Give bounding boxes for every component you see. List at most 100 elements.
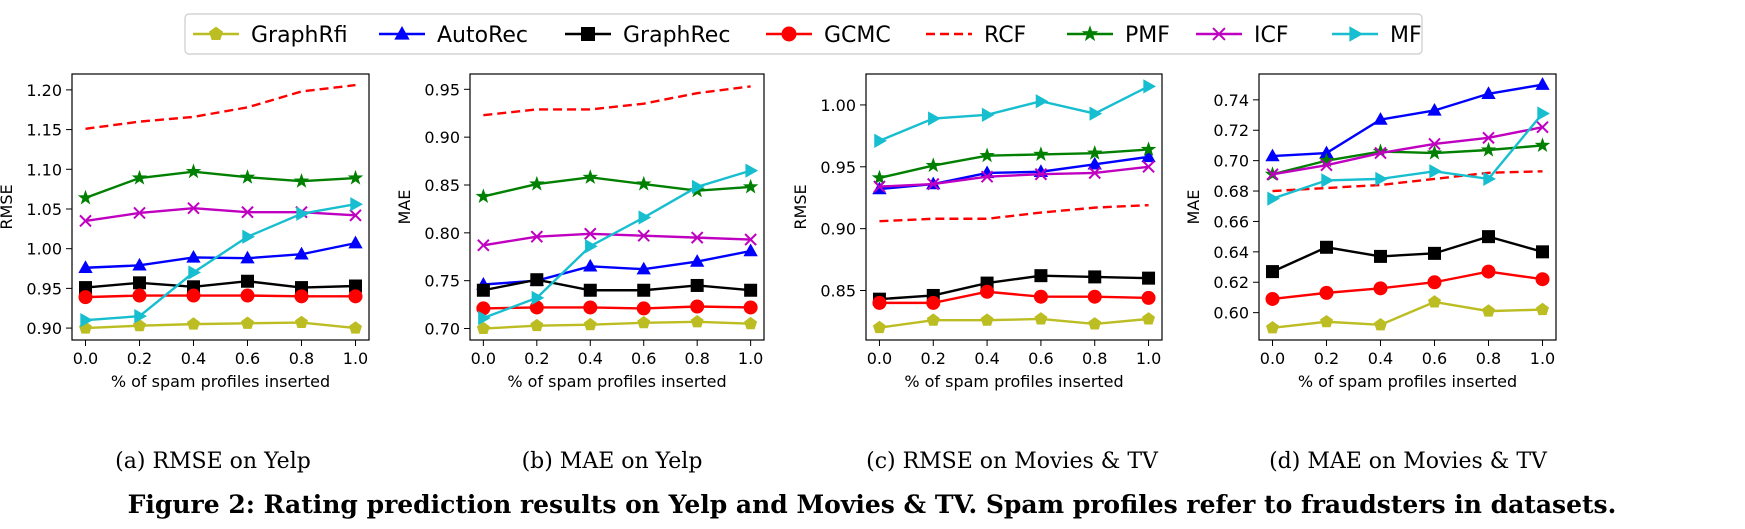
y-tick-label: 1.00 <box>26 240 62 259</box>
data-point-mf <box>1035 94 1049 109</box>
series-line-gcmc <box>879 290 1149 305</box>
x-tick-label: 0.8 <box>1476 349 1501 368</box>
data-point-graphrfi <box>583 317 597 331</box>
data-point-pmf <box>529 175 545 191</box>
series-line-graphrfi <box>85 321 356 330</box>
data-point-pmf <box>742 178 759 194</box>
x-tick-label: 0.4 <box>181 349 206 368</box>
x-tick-label: 0.2 <box>1314 349 1339 368</box>
data-point-graphrfi <box>349 321 362 334</box>
data-point-icf <box>79 214 92 228</box>
data-point-graphrfi <box>1482 304 1495 317</box>
y-tick-label: 0.85 <box>820 282 856 301</box>
series-line-mf <box>1272 112 1544 200</box>
y-axis-label: MAE <box>1184 190 1203 225</box>
x-tick-label: 0.0 <box>867 349 892 368</box>
series-rcf <box>483 85 751 117</box>
legend-marker-mf <box>1349 26 1364 42</box>
series-mf <box>478 163 759 326</box>
series-mf <box>1267 106 1550 206</box>
series-line-pmf <box>1272 144 1543 176</box>
x-tick-label: 1.0 <box>343 349 368 368</box>
data-point-icf <box>241 205 254 219</box>
series-line-autorec <box>1272 83 1543 158</box>
series-graphrec <box>79 274 362 295</box>
series-gcmc <box>1265 264 1550 306</box>
data-point-graphrfi <box>1428 295 1441 308</box>
data-point-gcmc <box>980 284 995 299</box>
data-point-graphrec <box>1536 245 1549 259</box>
data-point-graphrfi <box>1374 317 1387 331</box>
series-icf <box>477 227 757 252</box>
data-point-icf <box>1034 167 1048 181</box>
subcaption: (a) RMSE on Yelp <box>115 449 311 474</box>
data-point-gcmc <box>240 288 255 303</box>
y-tick-label: 1.00 <box>820 96 856 115</box>
data-point-pmf <box>636 175 652 191</box>
data-point-graphrfi <box>980 313 994 326</box>
series-line-mf <box>482 169 751 320</box>
legend-marker-graphrfi <box>209 26 223 40</box>
data-point-pmf <box>582 169 598 184</box>
x-axis-label: % of spam profiles inserted <box>1298 372 1517 391</box>
data-point-icf <box>637 229 650 242</box>
y-axis-label: RMSE <box>791 184 810 229</box>
data-point-autorec <box>132 257 147 271</box>
x-tick-label: 0.8 <box>684 349 709 368</box>
x-tick-label: 0.2 <box>127 349 152 368</box>
chart-3: 0.0 0.2 0.4 0.6 0.8 1.0 0.85 0.90 0.95 1.00 % of s… <box>791 73 1163 474</box>
legend-marker-pmf <box>1081 25 1099 42</box>
data-point-mf <box>928 111 941 126</box>
series-line-graphrfi <box>1272 300 1543 330</box>
data-point-graphrfi <box>476 321 490 335</box>
data-point-gcmc <box>1373 281 1388 296</box>
data-point-pmf <box>239 169 256 184</box>
y-tick-label: 0.68 <box>1213 182 1249 201</box>
y-axis-label: RMSE <box>0 184 16 229</box>
data-point-icf <box>1536 120 1549 134</box>
legend-label-icf: ICF <box>1254 23 1289 48</box>
data-point-autorec <box>1481 86 1496 99</box>
data-point-graphrec <box>530 273 544 287</box>
data-point-graphrfi <box>872 320 886 334</box>
series-line-rcf <box>879 203 1149 223</box>
data-point-icf <box>1374 146 1387 160</box>
data-point-icf <box>584 227 597 241</box>
data-point-mf <box>1483 171 1496 187</box>
data-point-icf <box>1266 168 1279 181</box>
data-point-mf <box>981 107 995 122</box>
data-point-graphrfi <box>1142 312 1156 325</box>
data-point-icf <box>980 170 994 183</box>
data-point-icf <box>477 239 490 252</box>
data-point-autorec <box>1373 112 1388 125</box>
data-point-mf <box>874 133 887 148</box>
series-line-mf <box>85 203 356 322</box>
data-point-icf <box>349 209 362 222</box>
x-tick-label: 1.0 <box>738 349 763 368</box>
series-gcmc <box>872 284 1156 310</box>
data-point-gcmc <box>872 295 887 310</box>
legend-label-rcf: RCF <box>984 23 1026 48</box>
x-tick-label: 0.0 <box>1260 349 1285 368</box>
data-point-mf <box>1321 173 1334 188</box>
y-tick-label: 0.64 <box>1213 243 1249 262</box>
data-point-icf <box>1482 131 1495 145</box>
data-point-gcmc <box>1265 291 1280 306</box>
series-gcmc <box>476 299 758 316</box>
x-tick-label: 0.6 <box>631 349 656 368</box>
legend: GraphRfi AutoRec GraphRec GCMC RCF PMF ICF MF <box>184 13 1423 55</box>
subcaption: (b) MAE on Yelp <box>522 449 703 474</box>
data-point-mf <box>1537 106 1550 121</box>
series-line-pmf <box>879 148 1149 180</box>
data-point-icf <box>133 206 146 220</box>
data-point-icf <box>873 180 886 193</box>
data-point-autorec <box>294 246 309 260</box>
data-point-graphrfi <box>295 315 308 329</box>
data-point-gcmc <box>1087 289 1102 304</box>
data-point-pmf <box>925 157 941 173</box>
series-pmf <box>871 141 1157 185</box>
data-point-graphrfi <box>530 318 544 332</box>
series-graphrec <box>872 269 1156 306</box>
series-graphrec <box>476 273 758 297</box>
data-point-icf <box>1320 158 1333 172</box>
